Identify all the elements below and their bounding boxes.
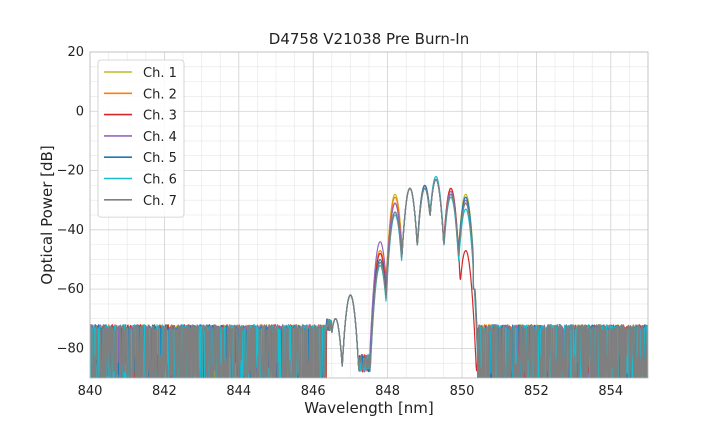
x-tick-label: 848 xyxy=(375,384,400,399)
series-line-ch-7 xyxy=(90,178,648,378)
x-tick-label: 850 xyxy=(450,384,475,399)
legend-label: Ch. 1 xyxy=(143,66,177,81)
legend-label: Ch. 4 xyxy=(143,130,177,145)
x-tick-label: 844 xyxy=(226,384,251,399)
y-axis-label: Optical Power [dB] xyxy=(38,145,56,284)
y-tick-label: −20 xyxy=(57,164,84,179)
y-tick-label: −80 xyxy=(57,341,84,356)
legend-label: Ch. 2 xyxy=(143,87,177,102)
x-tick-label: 840 xyxy=(78,384,103,399)
x-tick-label: 854 xyxy=(598,384,623,399)
tick-labels: 840 842 844 846 848 850 852 854 20 0 −20 −40 −60 −80 xyxy=(57,45,624,399)
x-tick-label: 852 xyxy=(524,384,549,399)
series-lines xyxy=(90,175,648,378)
x-tick-label: 846 xyxy=(301,384,326,399)
y-tick-label: 0 xyxy=(76,104,84,119)
legend-label: Ch. 3 xyxy=(143,109,177,124)
chart-title: D4758 V21038 Pre Burn-In xyxy=(269,30,469,48)
y-tick-label: 20 xyxy=(67,45,84,60)
x-tick-label: 842 xyxy=(152,384,177,399)
plot-area-frame xyxy=(89,51,649,379)
legend-label: Ch. 7 xyxy=(143,194,177,209)
x-axis-label: Wavelength [nm] xyxy=(304,399,434,417)
legend-label: Ch. 6 xyxy=(143,173,177,188)
y-tick-label: −40 xyxy=(57,223,84,238)
legend: Ch. 1 Ch. 2 Ch. 3 Ch. 4 Ch. 5 Ch. 6 Ch. 7 xyxy=(97,59,185,218)
legend-label: Ch. 5 xyxy=(143,151,177,166)
y-tick-label: −60 xyxy=(57,282,84,297)
